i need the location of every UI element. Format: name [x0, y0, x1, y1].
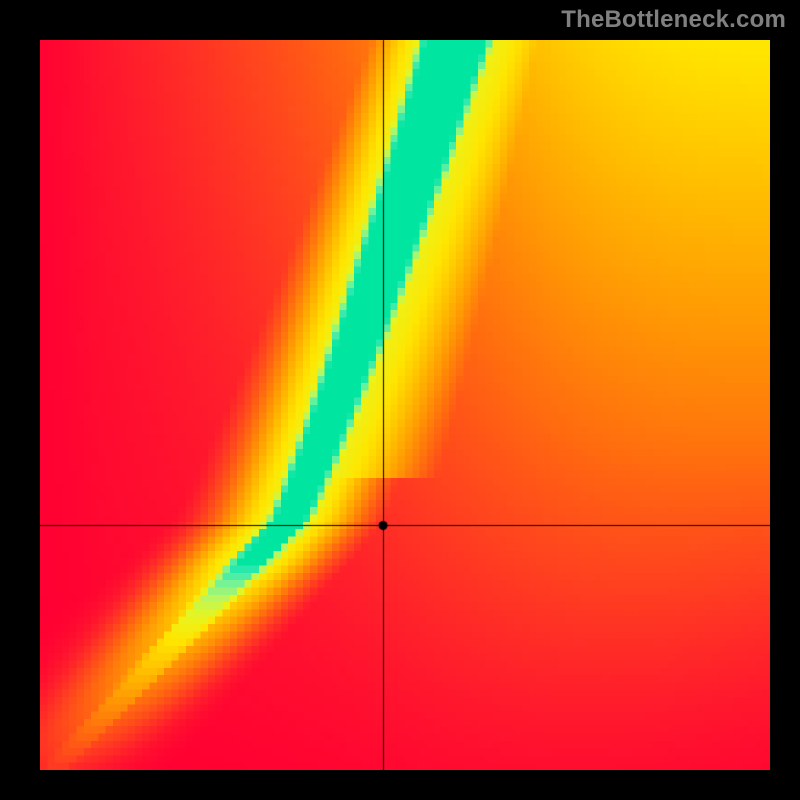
watermark-text: TheBottleneck.com	[561, 6, 786, 34]
bottleneck-heatmap	[40, 40, 770, 770]
chart-container: TheBottleneck.com	[0, 0, 800, 800]
